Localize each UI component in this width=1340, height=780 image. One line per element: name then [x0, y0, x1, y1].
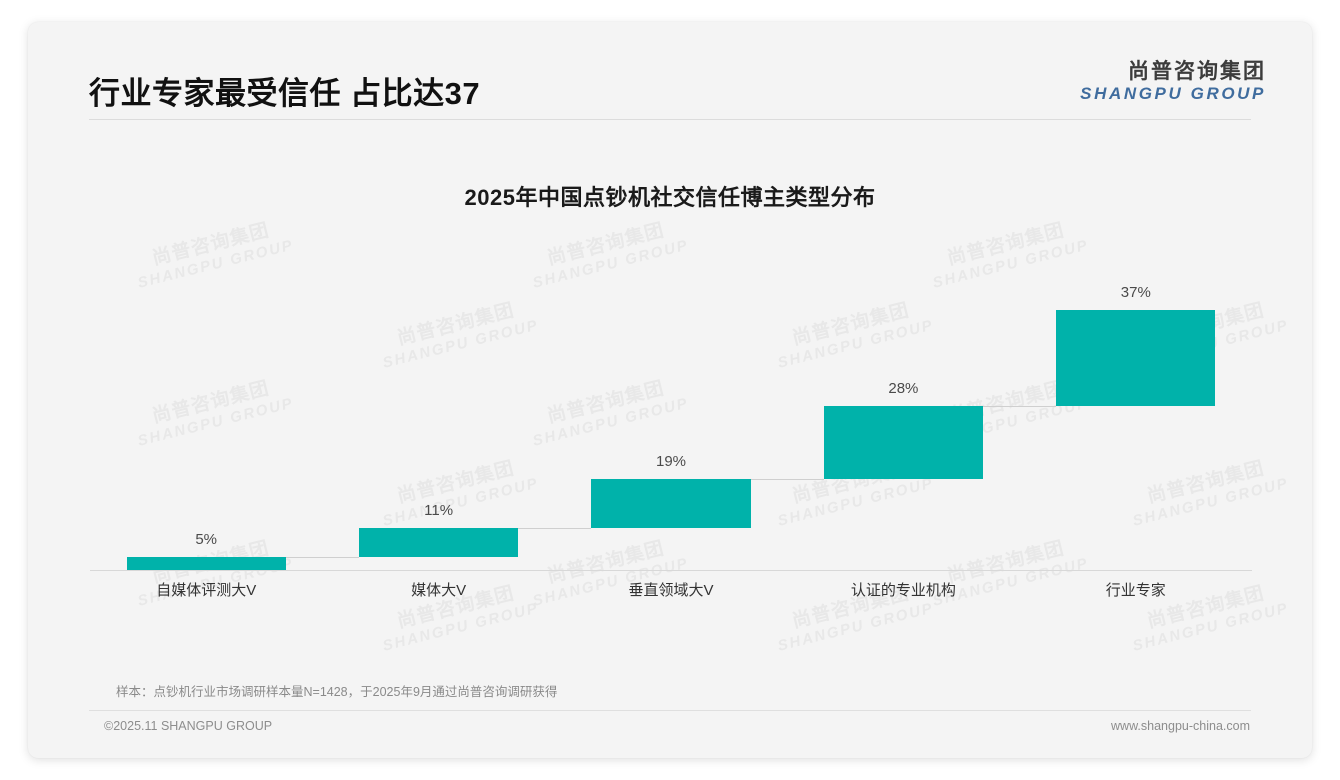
watermark-en: SHANGPU GROUP — [1130, 599, 1291, 655]
watermark-cn: 尚普咨询集团 — [1145, 458, 1267, 508]
connector-line-3 — [750, 479, 824, 480]
watermark-en: SHANGPU GROUP — [775, 599, 936, 655]
bar-3 — [591, 479, 751, 529]
logo-text-cn: 尚普咨询集团 — [1128, 60, 1266, 83]
bar-value-label-3: 19% — [655, 453, 687, 470]
watermark: 尚普咨询集团 SHANGPU GROUP — [771, 295, 936, 372]
x-axis-label-3: 垂直领域大V — [628, 582, 714, 599]
watermark: 尚普咨询集团 SHANGPU GROUP — [131, 215, 296, 292]
bar-2 — [359, 528, 519, 557]
connector-line-1 — [285, 557, 359, 558]
bar-value-label-5: 37% — [1120, 284, 1151, 301]
x-axis-label-4: 认证的专业机构 — [850, 582, 956, 599]
watermark-en: SHANGPU GROUP — [1130, 474, 1291, 530]
watermark-cn: 尚普咨询集团 — [790, 300, 912, 350]
watermark-en: SHANGPU GROUP — [775, 474, 936, 530]
watermark-cn: 尚普咨询集团 — [545, 378, 667, 428]
chart-baseline — [90, 570, 1252, 571]
chart-title: 2025年中国点钞机社交信任博主类型分布 — [464, 185, 876, 210]
watermark-cn: 尚普咨询集团 — [150, 378, 272, 428]
watermark: 尚普咨询集团 SHANGPU GROUP — [526, 373, 691, 450]
logo-text-en: SHANGPU GROUP — [1080, 83, 1266, 103]
connector-line-2 — [518, 528, 592, 530]
slide: 尚普咨询集团 SHANGPU GROUP 尚普咨询集团 SHANGPU GROU… — [28, 22, 1312, 758]
watermark-en: SHANGPU GROUP — [135, 236, 296, 292]
footer-divider — [89, 710, 1251, 711]
connector-line-4 — [982, 406, 1057, 408]
chart-footnote: 样本：点钞机行业市场调研样本量N=1428，于2025年9月通过尚普咨询调研获得 — [116, 685, 558, 699]
bar-1 — [126, 557, 286, 570]
bar-value-label-4: 28% — [888, 380, 919, 398]
bar-5 — [1056, 310, 1216, 407]
watermark: 尚普咨询集团 SHANGPU GROUP — [376, 295, 541, 372]
watermark-en: SHANGPU GROUP — [775, 316, 936, 372]
watermark-en: SHANGPU GROUP — [380, 316, 541, 372]
watermark: 尚普咨询集团 SHANGPU GROUP — [926, 215, 1091, 292]
bar-4 — [823, 406, 983, 479]
watermark-en: SHANGPU GROUP — [530, 236, 691, 292]
header-divider — [89, 119, 1251, 120]
page-title: 行业专家最受信任 占比达37 — [89, 76, 481, 111]
x-axis-label-5: 行业专家 — [1105, 582, 1166, 599]
footer-website: www.shangpu-china.com — [1111, 719, 1250, 733]
watermark-cn: 尚普咨询集团 — [545, 220, 667, 270]
watermark-cn: 尚普咨询集团 — [395, 300, 517, 350]
watermark-en: SHANGPU GROUP — [135, 394, 296, 450]
watermark: 尚普咨询集团 SHANGPU GROUP — [526, 215, 691, 292]
watermark: 尚普咨询集团 SHANGPU GROUP — [1126, 453, 1291, 530]
watermark-cn: 尚普咨询集团 — [150, 220, 272, 270]
bar-value-label-1: 5% — [195, 531, 218, 548]
x-axis-label-2: 媒体大V — [411, 582, 467, 599]
bar-value-label-2: 11% — [424, 502, 454, 520]
watermark: 尚普咨询集团 SHANGPU GROUP — [131, 373, 296, 450]
watermark-cn: 尚普咨询集团 — [945, 220, 1067, 270]
slide-header: 行业专家最受信任 占比达37 尚普咨询集团 SHANGPU GROUP — [28, 22, 1312, 119]
watermark-en: SHANGPU GROUP — [530, 394, 691, 450]
watermark-en: SHANGPU GROUP — [380, 599, 541, 655]
brand-logo: 尚普咨询集团 SHANGPU GROUP — [1080, 60, 1266, 103]
footer-copyright: ©2025.11 SHANGPU GROUP — [104, 719, 273, 733]
watermark-en: SHANGPU GROUP — [930, 236, 1091, 292]
x-axis-label-1: 自媒体评测大V — [156, 582, 257, 599]
